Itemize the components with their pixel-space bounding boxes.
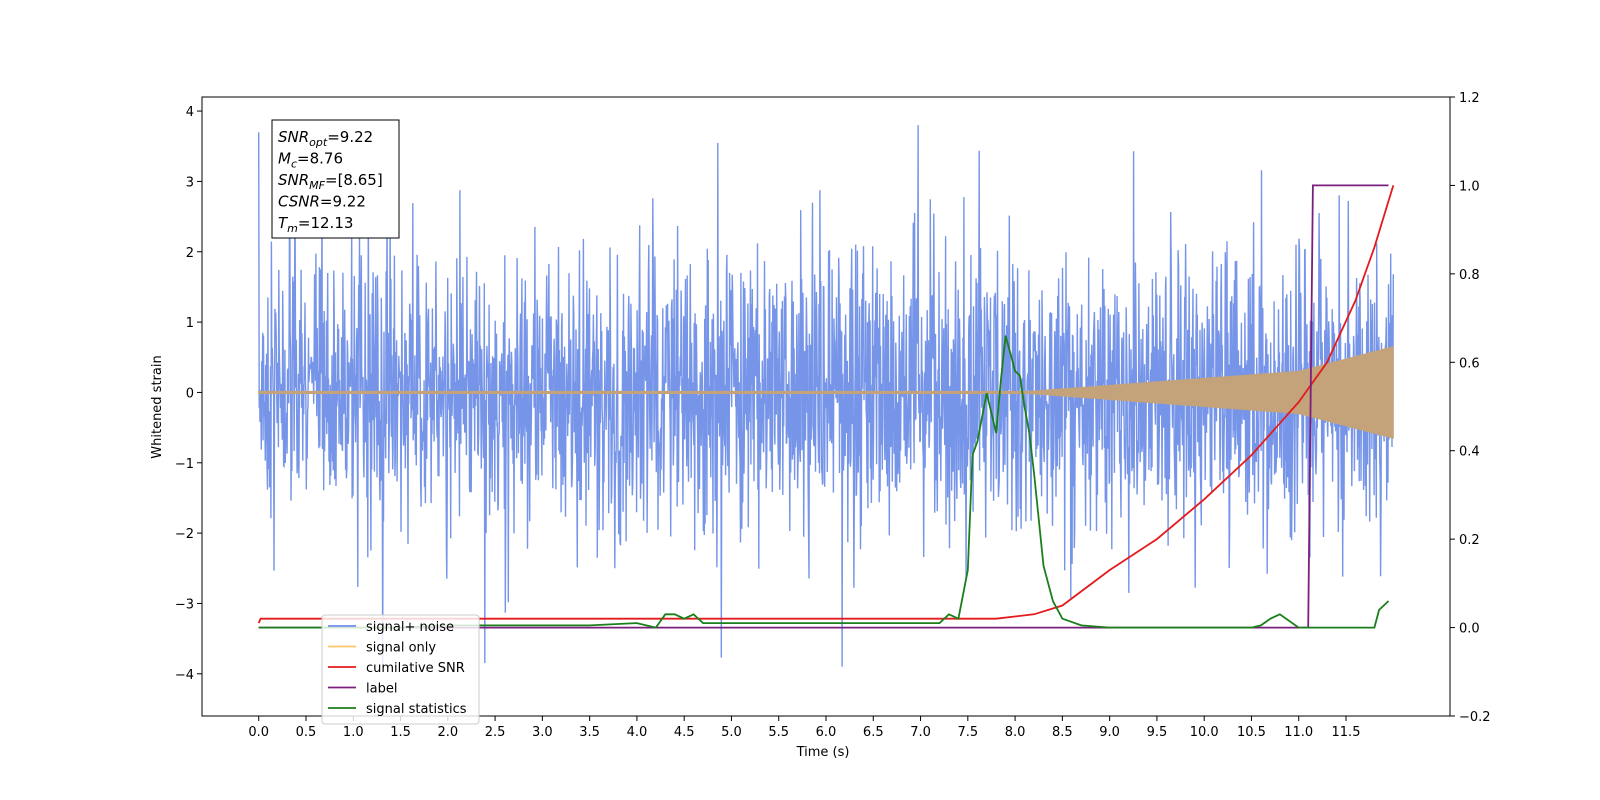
y-tick-label: −2 (175, 527, 194, 542)
y2-tick-label: 1.2 (1459, 91, 1480, 106)
y-tick-label: 0 (186, 386, 194, 401)
x-tick-label: 1.0 (343, 725, 364, 740)
x-tick-label: 7.5 (957, 725, 978, 740)
y-tick-label: 2 (186, 246, 194, 261)
x-tick-label: 8.5 (1052, 725, 1073, 740)
y2-tick-label: 1.0 (1459, 179, 1480, 194)
y-axis-label: Whitened strain (150, 355, 165, 458)
x-tick-label: 2.0 (437, 725, 458, 740)
x-tick-label: 6.5 (863, 725, 884, 740)
annotation-line: SNRMF=[8.65] (278, 171, 383, 192)
legend-entry: cumilative SNR (366, 661, 465, 676)
x-axis-label: Time (s) (796, 745, 850, 760)
x-tick-label: 11.5 (1332, 725, 1361, 740)
x-tick-label: 9.5 (1147, 725, 1168, 740)
legend: signal+ noise signal only cumilative SNR la… (321, 614, 480, 725)
y2-tick-label: 0.2 (1459, 533, 1480, 548)
y-tick-label: −4 (175, 668, 194, 683)
x-tick-label: 7.0 (910, 725, 931, 740)
y-tick-label: 4 (186, 105, 194, 120)
x-tick-label: 10.5 (1237, 725, 1266, 740)
legend-entry: signal only (366, 641, 436, 656)
x-tick-label: 1.5 (390, 725, 411, 740)
series-label (258, 184, 1389, 629)
plot-area (257, 125, 1395, 667)
y-tick-label: 3 (186, 175, 194, 190)
x-tick-label: 2.5 (485, 725, 506, 740)
annotation-line: Tm=12.13 (278, 214, 353, 235)
annotation-line: Mc=8.76 (278, 150, 343, 171)
x-tick-label: 0.5 (296, 725, 317, 740)
x-tick-label: 8.0 (1005, 725, 1026, 740)
y2-tick-label: 0.8 (1459, 268, 1480, 283)
annotation-line: SNRopt=9.22 (278, 128, 373, 149)
x-tick-label: 11.0 (1284, 725, 1313, 740)
x-tick-label: 4.0 (627, 725, 648, 740)
legend-entry: label (366, 682, 397, 697)
x-tick-label: 10.0 (1190, 725, 1219, 740)
series-signal-only (258, 346, 1394, 439)
annotation-line: CSNR=9.22 (278, 193, 366, 211)
legend-entry: signal statistics (366, 702, 467, 717)
y-tick-label: −3 (175, 597, 194, 612)
y-tick-label: −1 (175, 457, 194, 472)
series-signal-statistics (258, 335, 1390, 629)
y2-tick-label: 0.6 (1459, 356, 1480, 371)
series-cumilative-snr (257, 185, 1395, 624)
x-tick-label: 0.0 (248, 725, 269, 740)
annotation-frame (271, 119, 400, 239)
axes: 0.0 0.5 1.0 1.5 2.0 2.5 3.0 3.5 4.0 4.5 5.0 5.5 6.0 6… (175, 91, 1491, 740)
y2-tick-label: −0.2 (1459, 710, 1491, 725)
legend-entry: signal+ noise (366, 620, 454, 635)
y-tick-label: 1 (186, 316, 194, 331)
series-signal-noise (258, 125, 1394, 667)
x-tick-label: 5.0 (721, 725, 742, 740)
x-tick-label: 3.0 (532, 725, 553, 740)
x-tick-label: 3.5 (579, 725, 600, 740)
x-tick-label: 6.0 (816, 725, 837, 740)
x-tick-label: 5.5 (768, 725, 789, 740)
x-tick-label: 9.0 (1099, 725, 1120, 740)
y2-tick-label: 0.4 (1459, 445, 1480, 460)
x-tick-label: 4.5 (674, 725, 695, 740)
y2-tick-label: 0.0 (1459, 622, 1480, 637)
legend-frame (321, 614, 480, 725)
